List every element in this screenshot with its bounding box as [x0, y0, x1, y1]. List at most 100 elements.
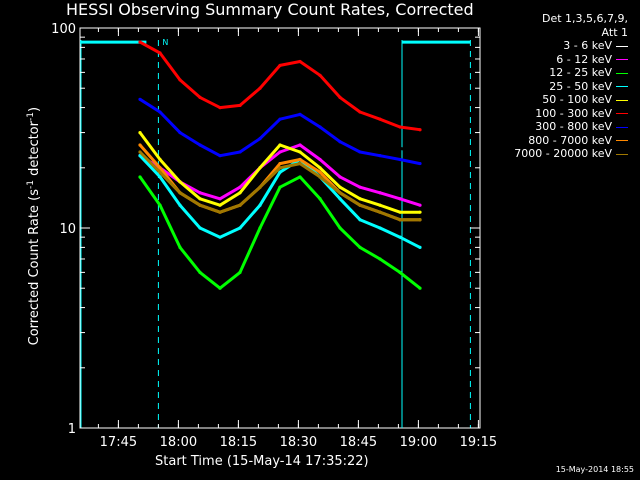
x-axis-label: Start Time (15-May-14 17:35:22) — [155, 454, 369, 469]
data-point — [158, 170, 162, 174]
data-point — [218, 140, 222, 144]
data-point — [298, 59, 302, 64]
data-point — [158, 51, 162, 55]
data-point — [218, 154, 222, 158]
data-point — [378, 210, 382, 214]
data-point — [138, 143, 142, 147]
legend-swatch — [616, 72, 628, 74]
y-label-mid: detector — [27, 121, 43, 181]
x-tick-label: 18:30 — [280, 435, 317, 450]
data-point — [338, 140, 342, 144]
data-point — [338, 226, 342, 230]
data-point — [258, 136, 262, 141]
data-point — [218, 203, 222, 207]
data-point — [378, 140, 382, 144]
x-tick-label: 18:45 — [340, 435, 377, 450]
x-tick-label: 19:00 — [400, 435, 437, 450]
y-axis-label: Corrected Count Rate (s-1 detector-1) — [26, 96, 42, 356]
data-point — [138, 97, 142, 101]
data-point — [238, 185, 242, 189]
data-point — [298, 93, 302, 98]
axes-layer: 17:45 18:00 18:15 18:30 18:45 19:00 19:15 1 10 10… — [51, 22, 497, 450]
data-point — [298, 157, 302, 162]
data-point — [358, 245, 362, 249]
data-point — [418, 161, 422, 166]
data-point — [138, 150, 142, 154]
data-point — [218, 235, 222, 239]
data-point — [178, 117, 182, 121]
legend-label: 100 - 300 keV — [535, 106, 612, 120]
data-point — [378, 154, 382, 158]
data-point — [238, 103, 242, 108]
data-point — [358, 150, 362, 154]
data-point — [278, 161, 282, 166]
data-point — [398, 210, 402, 214]
data-point — [358, 197, 362, 201]
legend-label: 25 - 50 keV — [549, 79, 612, 93]
data-point — [338, 125, 342, 129]
legend-swatch — [616, 153, 628, 155]
legend: Det 1,3,5,6,7,9, Att 1 3 - 6 keV 6 - 12 k… — [514, 12, 628, 161]
data-point — [398, 235, 402, 239]
data-point — [398, 197, 402, 201]
data-point — [378, 226, 382, 230]
data-point — [178, 245, 182, 249]
legend-entry: 6 - 12 keV — [514, 53, 628, 67]
legend-entry: 800 - 7000 keV — [514, 134, 628, 148]
data-point — [198, 191, 202, 195]
data-point — [238, 203, 242, 207]
legend-label: 50 - 100 keV — [542, 93, 612, 106]
data-point — [318, 73, 322, 77]
data-point — [338, 197, 342, 201]
data-point — [358, 203, 362, 207]
data-point — [258, 226, 262, 230]
data-point — [198, 95, 202, 99]
x-tick-label: 17:45 — [100, 435, 137, 450]
data-point — [278, 185, 282, 189]
legend-entry: 3 - 6 keV — [514, 39, 628, 53]
legend-entry: 25 - 50 keV — [514, 80, 628, 94]
data-point — [398, 270, 402, 274]
x-tick-label: 18:00 — [160, 435, 197, 450]
data-point — [358, 110, 362, 114]
data-point — [358, 218, 362, 222]
y-label-sup1: -1 — [25, 180, 36, 190]
data-point — [138, 175, 142, 179]
data-point — [138, 130, 142, 135]
y-label-sup2: -1 — [25, 112, 36, 122]
annotations-layer: N — [80, 38, 471, 428]
legend-entry: 100 - 300 keV — [514, 107, 628, 121]
data-point — [418, 210, 422, 214]
data-point — [318, 157, 322, 162]
legend-label: 12 - 25 keV — [549, 66, 612, 79]
data-point — [198, 226, 202, 230]
data-point — [398, 146, 402, 151]
data-point — [158, 166, 162, 170]
data-point — [178, 203, 182, 207]
legend-label: 800 - 7000 keV — [528, 133, 612, 147]
series-line — [139, 98, 421, 166]
data-point — [178, 130, 182, 135]
data-point — [318, 197, 322, 201]
data-point — [338, 175, 342, 179]
data-point — [278, 63, 282, 68]
x-tick-label: 18:15 — [220, 435, 257, 450]
data-point — [218, 197, 222, 201]
data-point — [278, 101, 282, 105]
y-label-end: ) — [27, 106, 43, 113]
data-point — [278, 166, 282, 170]
data-point — [158, 157, 162, 162]
data-point — [418, 203, 422, 207]
legend-entry: 300 - 800 keV — [514, 120, 628, 134]
x-tick-label: 19:15 — [460, 435, 497, 450]
legend-swatch — [616, 86, 628, 87]
data-point — [318, 166, 322, 170]
legend-entries: 3 - 6 keV 6 - 12 keV 12 - 25 keV 25 - 50 ke… — [514, 39, 628, 161]
legend-entry: 12 - 25 keV — [514, 66, 628, 80]
data-point — [278, 117, 282, 121]
data-point — [338, 95, 342, 99]
legend-swatch — [616, 45, 628, 47]
data-point — [378, 257, 382, 261]
legend-entry: 50 - 100 keV — [514, 93, 628, 107]
